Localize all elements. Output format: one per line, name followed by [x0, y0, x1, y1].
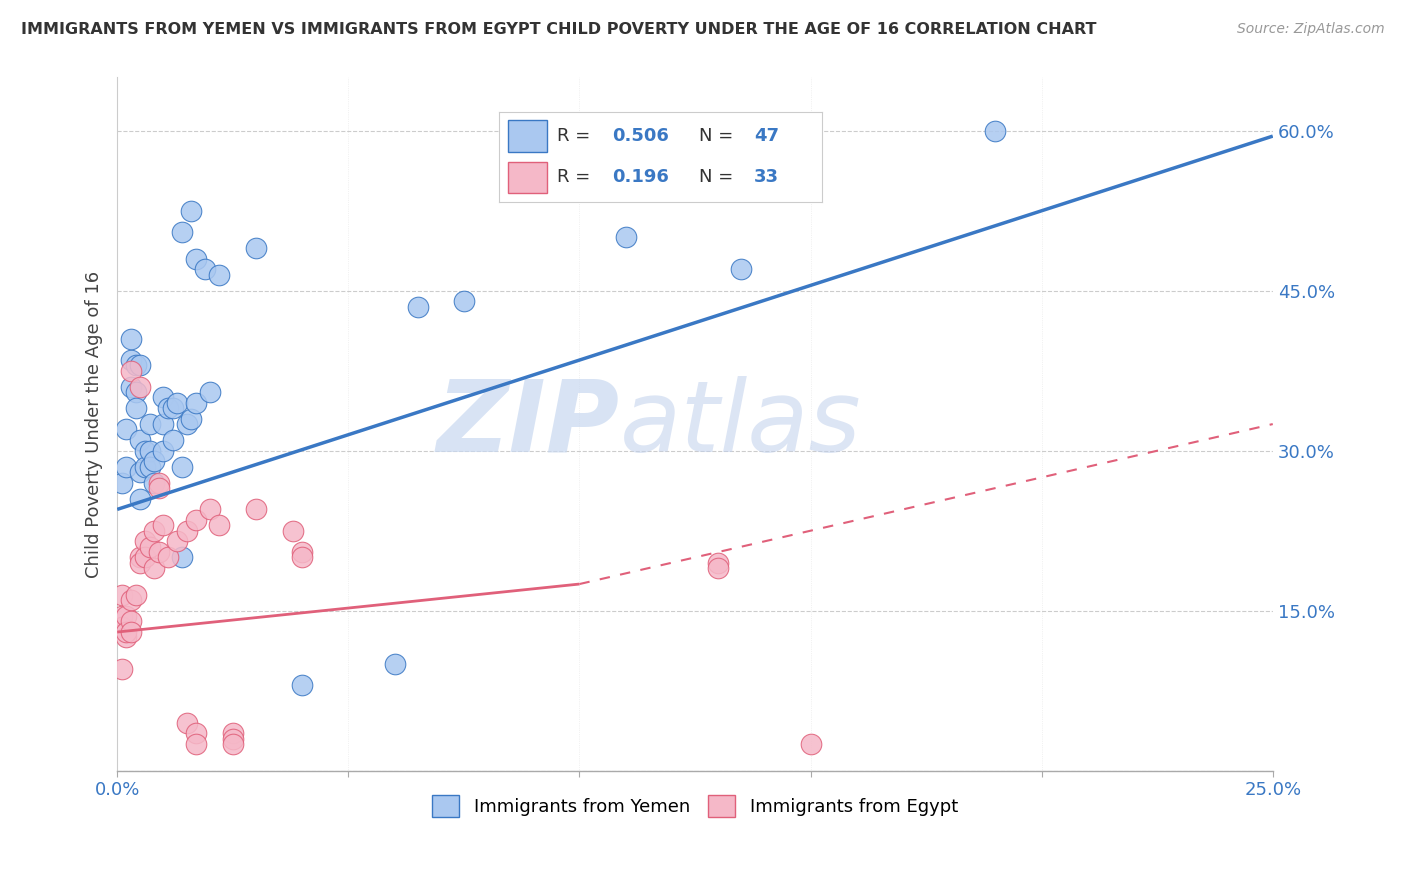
Point: [134, 550, 156, 565]
Point: [138, 540, 160, 554]
Point: [222, 737, 245, 751]
Point: [152, 518, 174, 533]
Point: [115, 631, 138, 645]
Text: Source: ZipAtlas.com: Source: ZipAtlas.com: [1237, 22, 1385, 37]
Point: [730, 262, 752, 277]
Point: [124, 401, 146, 415]
Point: [176, 715, 198, 730]
Point: [157, 401, 180, 415]
Text: ZIP: ZIP: [437, 376, 620, 473]
Legend: Immigrants from Yemen, Immigrants from Egypt: Immigrants from Yemen, Immigrants from E…: [425, 788, 965, 824]
Point: [176, 524, 198, 538]
Point: [291, 545, 314, 559]
Point: [148, 481, 170, 495]
Point: [124, 359, 146, 373]
Point: [129, 491, 152, 506]
Point: [120, 364, 142, 378]
Point: [180, 411, 202, 425]
Point: [111, 662, 134, 676]
Point: [134, 459, 156, 474]
Point: [138, 459, 160, 474]
Point: [120, 332, 142, 346]
Point: [184, 737, 207, 751]
Point: [120, 615, 142, 629]
Point: [984, 124, 1007, 138]
Point: [162, 401, 184, 415]
Point: [194, 262, 217, 277]
Point: [406, 300, 429, 314]
Point: [120, 353, 142, 368]
Point: [184, 252, 207, 266]
Point: [111, 609, 134, 624]
Point: [707, 561, 730, 575]
Point: [134, 534, 156, 549]
Point: [143, 475, 166, 490]
Point: [291, 550, 314, 565]
Y-axis label: Child Poverty Under the Age of 16: Child Poverty Under the Age of 16: [86, 270, 103, 578]
Point: [138, 443, 160, 458]
Point: [799, 737, 821, 751]
Point: [152, 417, 174, 431]
Point: [143, 454, 166, 468]
Point: [245, 241, 267, 255]
Point: [176, 417, 198, 431]
Point: [111, 475, 134, 490]
Point: [134, 443, 156, 458]
Point: [129, 550, 152, 565]
Point: [129, 359, 152, 373]
Point: [222, 731, 245, 746]
Point: [614, 230, 637, 244]
Point: [245, 502, 267, 516]
Point: [162, 433, 184, 447]
Point: [166, 395, 188, 409]
Point: [184, 395, 207, 409]
Point: [124, 588, 146, 602]
Point: [152, 443, 174, 458]
Point: [198, 502, 221, 516]
Point: [184, 726, 207, 740]
Point: [170, 459, 193, 474]
Point: [152, 391, 174, 405]
Point: [120, 593, 142, 607]
Point: [143, 524, 166, 538]
Text: IMMIGRANTS FROM YEMEN VS IMMIGRANTS FROM EGYPT CHILD POVERTY UNDER THE AGE OF 16: IMMIGRANTS FROM YEMEN VS IMMIGRANTS FROM…: [21, 22, 1097, 37]
Point: [180, 203, 202, 218]
Point: [184, 513, 207, 527]
Point: [208, 518, 231, 533]
Point: [707, 556, 730, 570]
Point: [453, 294, 475, 309]
Point: [222, 726, 245, 740]
Point: [148, 545, 170, 559]
Point: [384, 657, 406, 671]
Point: [120, 625, 142, 640]
Point: [111, 620, 134, 634]
Point: [129, 465, 152, 479]
Point: [291, 678, 314, 692]
Point: [166, 534, 188, 549]
Point: [157, 550, 180, 565]
Point: [115, 459, 138, 474]
Point: [129, 433, 152, 447]
Point: [124, 385, 146, 400]
Point: [138, 417, 160, 431]
Point: [115, 625, 138, 640]
Point: [170, 550, 193, 565]
Point: [120, 380, 142, 394]
Point: [522, 155, 544, 169]
Point: [111, 588, 134, 602]
Point: [170, 225, 193, 239]
Point: [115, 422, 138, 436]
Point: [129, 380, 152, 394]
Point: [143, 561, 166, 575]
Point: [115, 609, 138, 624]
Point: [208, 268, 231, 282]
Point: [198, 385, 221, 400]
Point: [148, 475, 170, 490]
Text: atlas: atlas: [620, 376, 862, 473]
Point: [129, 556, 152, 570]
Point: [281, 524, 304, 538]
